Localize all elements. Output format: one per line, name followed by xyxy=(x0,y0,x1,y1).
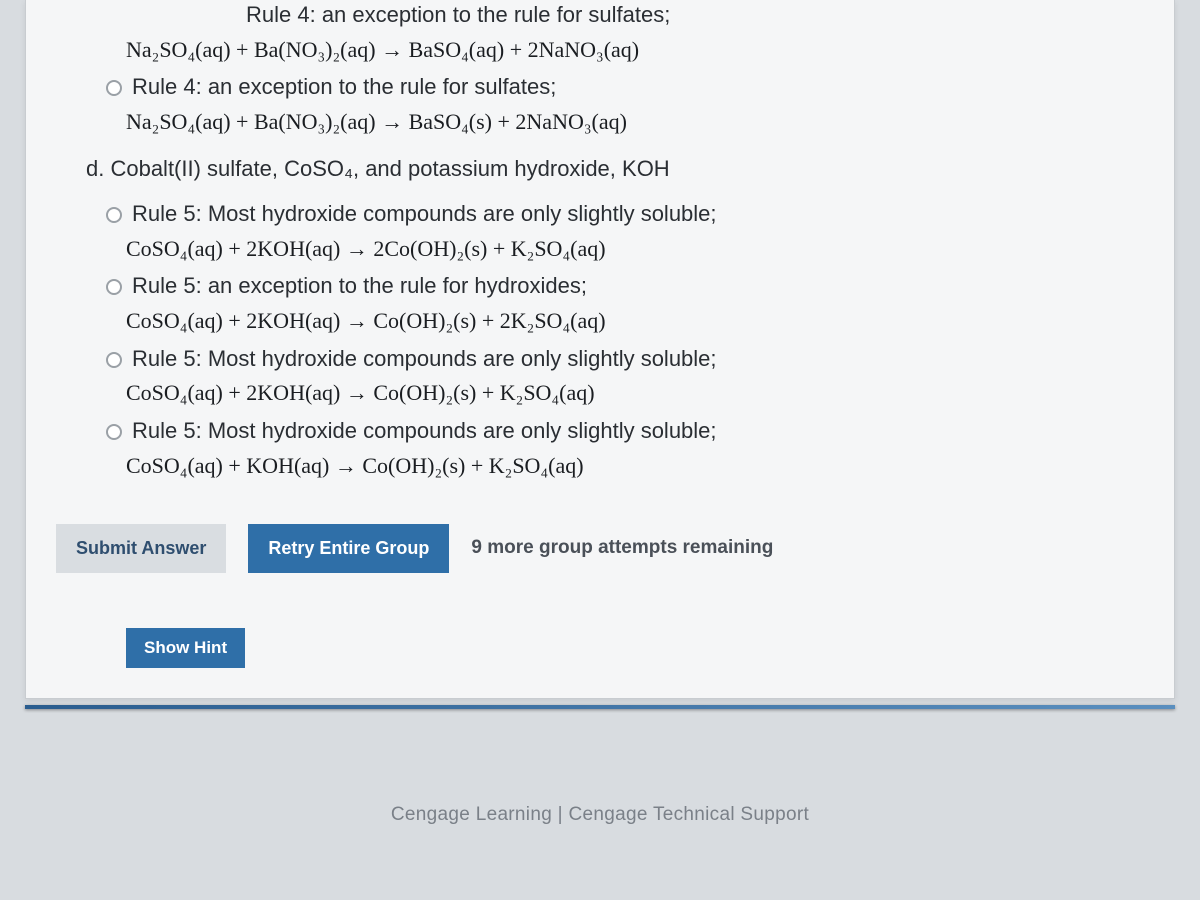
question-panel: Rule 4: an exception to the rule for sul… xyxy=(25,0,1175,699)
retry-group-button[interactable]: Retry Entire Group xyxy=(248,524,449,573)
equation-d3: CoSO₄(aq) + 2KOH(aq) → Co(OH)₂(s) + K₂SO… xyxy=(86,374,1144,411)
question-d-prompt: d. Cobalt(II) sulfate, CoSO₄, and potass… xyxy=(86,140,1144,195)
option-d1[interactable]: Rule 5: Most hydroxide compounds are onl… xyxy=(86,199,1144,230)
equation-d1: CoSO₄(aq) + 2KOH(aq) → 2Co(OH)₂(s) + K₂S… xyxy=(86,230,1144,267)
radio-icon[interactable] xyxy=(106,352,122,368)
equation-d4: CoSO₄(aq) + KOH(aq) → Co(OH)₂(s) + K₂SO₄… xyxy=(86,447,1144,484)
submit-answer-button[interactable]: Submit Answer xyxy=(56,524,226,573)
equation-d2: CoSO₄(aq) + 2KOH(aq) → Co(OH)₂(s) + 2K₂S… xyxy=(86,302,1144,339)
rule-d2-text: Rule 5: an exception to the rule for hyd… xyxy=(132,271,587,302)
option-d4[interactable]: Rule 5: Most hydroxide compounds are onl… xyxy=(86,416,1144,447)
show-hint-button[interactable]: Show Hint xyxy=(126,628,245,668)
option-d3[interactable]: Rule 5: Most hydroxide compounds are onl… xyxy=(86,344,1144,375)
footer-brand-link[interactable]: Cengage Learning xyxy=(391,804,552,825)
option-c2[interactable]: Rule 4: an exception to the rule for sul… xyxy=(86,72,1144,103)
partial-rule-top: Rule 4: an exception to the rule for sul… xyxy=(86,0,1144,31)
rule-d4-text: Rule 5: Most hydroxide compounds are onl… xyxy=(132,416,717,447)
radio-icon[interactable] xyxy=(106,424,122,440)
rule-c2-text: Rule 4: an exception to the rule for sul… xyxy=(132,72,556,103)
section-divider xyxy=(25,705,1175,709)
option-d2[interactable]: Rule 5: an exception to the rule for hyd… xyxy=(86,271,1144,302)
radio-icon[interactable] xyxy=(106,80,122,96)
footer-separator: | xyxy=(558,804,569,825)
rule-d3-text: Rule 5: Most hydroxide compounds are onl… xyxy=(132,344,717,375)
footer-support-link[interactable]: Cengage Technical Support xyxy=(568,804,809,825)
action-row: Submit Answer Retry Entire Group 9 more … xyxy=(56,524,1144,573)
rule-d1-text: Rule 5: Most hydroxide compounds are onl… xyxy=(132,199,717,230)
radio-icon[interactable] xyxy=(106,207,122,223)
hint-row: Show Hint xyxy=(126,628,1144,668)
equation-c2: Na₂SO₄(aq) + Ba(NO₃)₂(aq) → BaSO₄(s) + 2… xyxy=(86,103,1144,140)
radio-icon[interactable] xyxy=(106,279,122,295)
footer: Cengage Learning | Cengage Technical Sup… xyxy=(0,804,1200,826)
equation-c1: Na₂SO₄(aq) + Ba(NO₃)₂(aq) → BaSO₄(aq) + … xyxy=(86,31,1144,68)
attempts-remaining: 9 more group attempts remaining xyxy=(471,537,773,559)
